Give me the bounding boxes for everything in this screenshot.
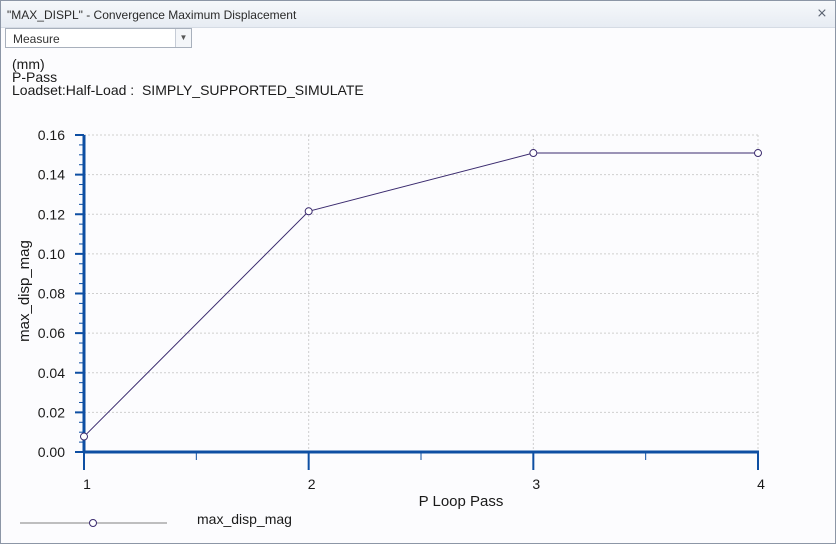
measure-select[interactable]: Measure ▼	[5, 28, 192, 48]
method-label: P-Pass	[12, 69, 58, 85]
y-axis-label: max_disp_mag	[16, 240, 33, 342]
y-tick-label: 0.12	[38, 206, 65, 222]
data-point	[754, 149, 762, 158]
series-line	[83, 152, 758, 437]
y-tick-label: 0.16	[38, 127, 65, 143]
data-point	[80, 432, 88, 441]
x-tick-label: 3	[532, 476, 540, 492]
legend-swatch-marker	[89, 519, 97, 527]
legend-label: max_disp_mag	[197, 511, 292, 527]
chevron-down-icon[interactable]: ▼	[175, 29, 191, 47]
y-tick-label: 0.04	[38, 365, 65, 381]
measure-select-value: Measure	[13, 32, 60, 46]
title-bar[interactable]: "MAX_DISPL" - Convergence Maximum Displa…	[1, 1, 835, 28]
y-tick-label: 0.10	[38, 246, 65, 262]
y-tick-label: 0.00	[38, 444, 65, 460]
x-tick-label: 2	[308, 476, 316, 492]
y-tick-label: 0.14	[38, 167, 65, 183]
y-tick-label: 0.06	[38, 325, 65, 341]
x-axis-label: P Loop Pass	[419, 493, 504, 510]
data-point	[304, 207, 313, 216]
loadset-label: Loadset:Half-Load : SIMPLY_SUPPORTED_SIM…	[12, 82, 364, 98]
y-tick-label: 0.08	[38, 286, 65, 302]
x-tick-label: 4	[757, 476, 765, 492]
y-tick-label: 0.02	[38, 404, 65, 420]
close-icon[interactable]: ⨯	[816, 5, 828, 20]
units-label: (mm)	[12, 56, 45, 72]
window-title: "MAX_DISPL" - Convergence Maximum Displa…	[7, 8, 297, 22]
x-tick-label: 1	[83, 476, 91, 492]
data-point	[529, 149, 538, 158]
